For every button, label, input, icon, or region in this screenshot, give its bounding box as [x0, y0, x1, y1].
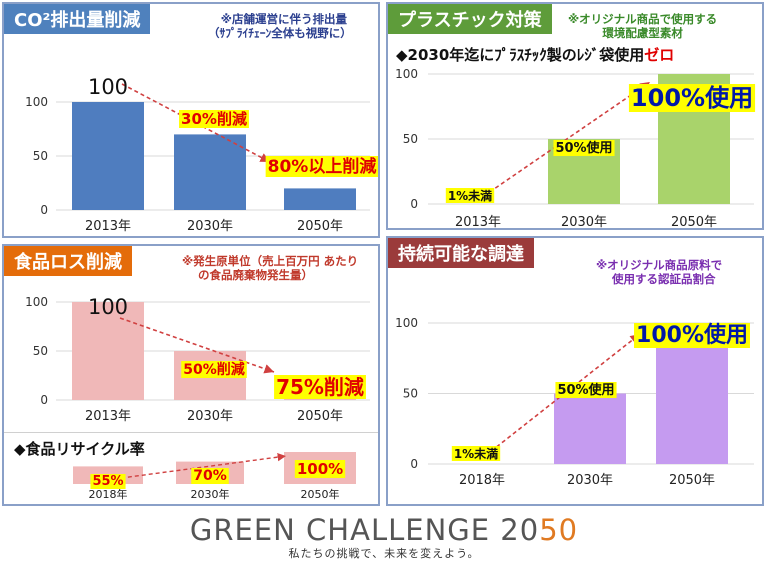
x-tick-label: 2030年 [561, 215, 607, 228]
bar [72, 302, 144, 400]
recycle-label-2030: 70% [193, 468, 227, 484]
data-label-2050: 75%削減 [276, 375, 364, 399]
data-label-2050-highlight [634, 323, 750, 348]
data-label-2030-highlight [181, 361, 247, 378]
food-divider [4, 432, 378, 433]
co2-note-line1: ※店舗運営に伴う排出量 [220, 12, 347, 26]
food-chart: 0 50 100 2013年 2030年 2050年 100 50%削減 75%削減 2018年 2… [25, 295, 370, 501]
recycle-title: ◆食品リサイクル率 [14, 440, 145, 458]
data-label-2018: 1%未満 [454, 446, 498, 461]
bar [72, 102, 144, 210]
data-label-2018-highlight [451, 446, 501, 461]
x-tick-label: 2050年 [297, 409, 343, 424]
plastic-panel: プラスチック対策 ※オリジナル商品で使用する 環境配慮型素材 ◆2030年迄にﾌ… [386, 2, 764, 230]
recycle-label-2050-highlight [294, 460, 346, 478]
y-tick-label: 0 [40, 393, 48, 407]
x-tick-label: 2018年 [459, 473, 505, 488]
x-tick-label: 2050年 [669, 473, 715, 488]
bar [554, 393, 626, 464]
procure-panel: 持続可能な調達 ※オリジナル商品原料で 使用する認証品割合 0 50 100 2018… [386, 236, 764, 506]
recycle-label-2018: 55% [92, 474, 123, 489]
y-tick-label: 0 [410, 457, 418, 471]
food-note: ※発生原単位（売上百万円 あたり の食品廃棄物発生量） [182, 254, 358, 282]
data-label-2030: 50%削減 [183, 361, 245, 378]
plastic-note-line1: ※オリジナル商品で使用する [568, 12, 718, 26]
y-tick-label: 100 [25, 295, 48, 309]
y-tick-label: 100 [395, 316, 418, 330]
y-tick-label: 50 [33, 344, 48, 358]
co2-note-line2: （ｻﾌﾟﾗｲﾁｪｰﾝ全体も視野に） [208, 26, 352, 40]
footer-tagline: 私たちの挑戦で、未来を変えよう。 [288, 547, 480, 560]
x-tick-label: 2050年 [671, 215, 717, 228]
food-panel: 食品ロス削減 ※発生原単位（売上百万円 あたり の食品廃棄物発生量） ◆食品リサ… [2, 244, 380, 506]
x-tick-label: 2013年 [455, 215, 501, 228]
co2-panel: CO²排出量削減 ※店舗運営に伴う排出量 （ｻﾌﾟﾗｲﾁｪｰﾝ全体も視野に） 0… [2, 2, 380, 238]
recycle-x-tick-label: 2050年 [301, 487, 340, 501]
procure-tag: 持続可能な調達 [388, 238, 534, 268]
data-label-2030-highlight [553, 140, 615, 156]
food-note-line2: の食品廃棄物発生量） [198, 268, 313, 282]
data-label-2030-highlight [555, 382, 617, 398]
food-note-line1: ※発生原単位（売上百万円 あたり [182, 254, 359, 268]
data-label-2050: 100%使用 [636, 323, 748, 348]
data-label-2030: 50%使用 [557, 382, 614, 398]
data-label-2013-highlight [445, 188, 495, 203]
data-label-2050-highlight [628, 84, 756, 112]
y-tick-label: 50 [33, 149, 48, 163]
green-challenge-logo: GREEN CHALLENGE 2050 [0, 513, 768, 547]
co2-tag: CO²排出量削減 [4, 4, 151, 34]
plastic-subtitle: ◆2030年迄にﾌﾟﾗｽﾁｯｸ製のﾚｼﾞ袋使用ゼロ [396, 44, 674, 65]
y-tick-label: 100 [395, 67, 418, 81]
plastic-subtitle-text: ◆2030年迄にﾌﾟﾗｽﾁｯｸ製のﾚｼﾞ袋使用 [396, 46, 645, 64]
co2-chart: 0 50 100 2013年 2030年 2050年 100 30%削減 80%以上削減 [25, 75, 378, 234]
data-label-2050: 80%以上削減 [268, 156, 377, 177]
data-label-2030-highlight [179, 110, 249, 128]
x-tick-label: 2013年 [85, 409, 131, 424]
x-tick-label: 2050年 [297, 219, 343, 234]
data-label-2030: 50%使用 [555, 140, 612, 156]
y-tick-label: 100 [25, 95, 48, 109]
recycle-label-2050: 100% [297, 460, 343, 478]
procure-note-line2: 使用する認証品割合 [612, 272, 716, 286]
x-tick-label: 2030年 [187, 219, 233, 234]
logo-main: GREEN CHALLENGE 20 [189, 513, 540, 547]
co2-note: ※店舗運営に伴う排出量 （ｻﾌﾟﾗｲﾁｪｰﾝ全体も視野に） [208, 12, 352, 40]
logo-accent: 50 [539, 513, 579, 547]
recycle-x-tick-label: 2030年 [191, 487, 230, 501]
data-label-2050-highlight [274, 375, 366, 399]
y-tick-label: 50 [403, 132, 418, 146]
recycle-x-tick-label: 2018年 [89, 487, 128, 501]
trend-arrow [119, 317, 275, 374]
y-tick-label: 0 [40, 203, 48, 217]
bar [284, 188, 356, 210]
data-label-2013: 100 [88, 75, 128, 99]
recycle-trend-arrow [113, 452, 287, 480]
plastic-tag: プラスチック対策 [388, 4, 552, 34]
procure-note: ※オリジナル商品原料で 使用する認証品割合 [596, 258, 722, 286]
y-tick-label: 0 [410, 197, 418, 211]
data-label-2030: 30%削減 [181, 110, 247, 128]
data-label-2050-highlight [265, 156, 378, 177]
x-tick-label: 2013年 [85, 219, 131, 234]
data-label-2050: 100%使用 [631, 84, 753, 112]
x-tick-label: 2030年 [567, 473, 613, 488]
recycle-label-2018-highlight [90, 474, 126, 489]
bar [174, 134, 246, 210]
plastic-note-line2: 環境配慮型素材 [602, 26, 683, 40]
data-label-2013: 1%未満 [448, 188, 492, 203]
procure-chart: 0 50 100 2018年 2030年 2050年 1%未満 50%使用 100%使用 [395, 316, 754, 488]
data-label-2013: 100 [88, 295, 128, 319]
plastic-subtitle-emph: ゼロ [644, 46, 675, 64]
y-tick-label: 50 [403, 387, 418, 401]
plastic-chart: 0 50 100 2013年 2030年 2050年 1%未満 50%使用 100%使用 [395, 67, 756, 228]
x-tick-label: 2030年 [187, 409, 233, 424]
recycle-label-2030-highlight [191, 468, 229, 484]
food-tag: 食品ロス削減 [4, 246, 132, 276]
plastic-note: ※オリジナル商品で使用する 環境配慮型素材 [568, 12, 717, 40]
procure-note-line1: ※オリジナル商品原料で [596, 258, 723, 272]
